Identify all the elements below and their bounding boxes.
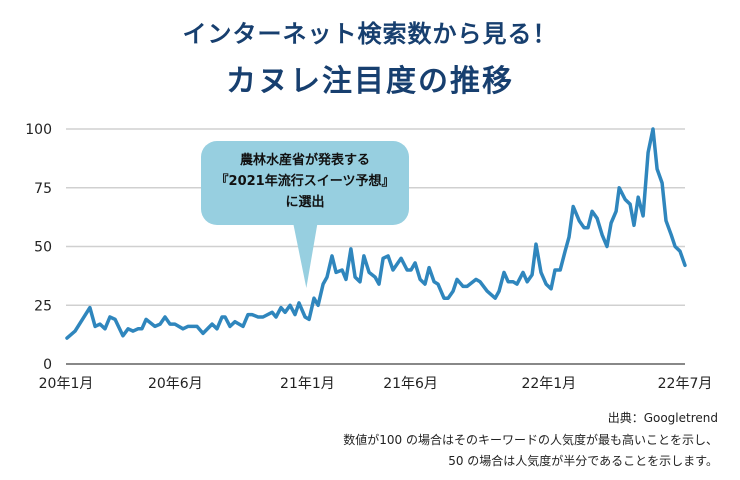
footnote-line-1: 数値が100 の場合はそのキーワードの人気度が最も高いことを示し、 [343, 433, 718, 447]
annotation-callout: 農林水産省が発表する 『2021年流行スイーツ予想』 に選出 [201, 141, 409, 225]
y-tick-label: 100 [25, 122, 52, 138]
x-tick-label: 20年1月 [39, 376, 94, 392]
x-tick-label: 21年1月 [280, 376, 335, 392]
y-tick-label: 50 [34, 240, 52, 256]
y-tick-label: 75 [34, 181, 52, 197]
x-tick-label: 21年6月 [383, 376, 438, 392]
x-tick-label: 20年6月 [148, 376, 203, 392]
y-tick-label: 0 [43, 357, 52, 373]
chart-subtitle: カヌレ注目度の推移 [226, 64, 514, 99]
annotation-line-3: に選出 [285, 195, 325, 210]
annotation-line-1: 農林水産省が発表する [239, 153, 370, 168]
y-tick-label: 25 [34, 298, 52, 314]
x-tick-label: 22年1月 [521, 376, 576, 392]
annotation-pointer [293, 224, 318, 288]
chart-title: インターネット検索数から見る！ [182, 20, 558, 48]
x-tick-label: 22年7月 [658, 376, 713, 392]
annotation-line-2: 『2021年流行スイーツ予想』 [215, 174, 395, 189]
footnote-line-2: 50 の場合は人気度が半分であることを示します。 [448, 454, 718, 468]
source-note: 出典：Googletrend [607, 411, 718, 425]
